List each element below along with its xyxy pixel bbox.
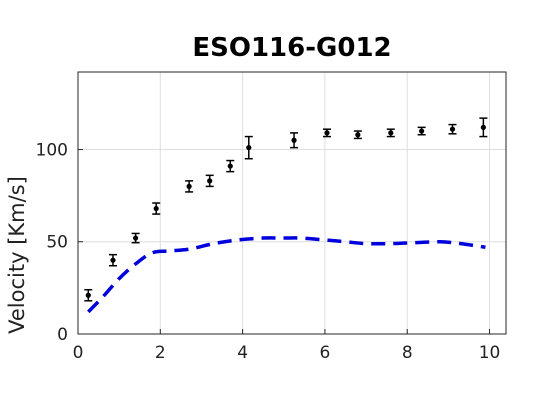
data-point — [448, 123, 457, 135]
data-marker — [291, 137, 297, 143]
data-marker — [85, 292, 91, 298]
y-axis-label: Velocity [Km/s] — [5, 176, 29, 334]
data-marker — [153, 205, 159, 212]
x-tick-label: 8 — [402, 343, 413, 363]
plot-area-frame — [77, 71, 507, 335]
x-tick-label: 6 — [320, 343, 331, 363]
data-point — [152, 202, 161, 215]
observed-data — [84, 117, 488, 302]
model-curve-line — [87, 236, 486, 314]
grid-lines — [77, 72, 506, 335]
data-point — [108, 253, 117, 267]
chart-title: ESO116-G012 — [192, 33, 391, 63]
data-marker — [324, 130, 330, 136]
data-marker — [110, 257, 116, 263]
y-tick-label: 100 — [36, 140, 68, 160]
axis-ticks — [77, 148, 491, 335]
data-marker — [186, 183, 192, 189]
data-point — [417, 126, 426, 136]
data-point — [353, 130, 362, 140]
data-marker — [449, 126, 456, 132]
data-marker — [419, 128, 425, 134]
data-point — [479, 117, 488, 138]
y-tick-label: 0 — [57, 325, 68, 345]
data-point — [131, 232, 140, 244]
x-tick-label: 0 — [73, 343, 84, 363]
x-tick-labels: 0 2 4 6 8 10 — [73, 343, 501, 363]
x-tick-label: 2 — [155, 343, 166, 363]
data-marker — [246, 145, 252, 151]
data-point — [205, 174, 214, 188]
data-marker — [388, 130, 394, 136]
data-marker — [227, 163, 233, 169]
data-marker — [480, 124, 486, 130]
y-tick-labels: 0 50 100 — [36, 140, 68, 345]
data-point — [226, 159, 235, 173]
data-marker — [207, 178, 213, 184]
data-point — [244, 135, 253, 160]
data-point — [322, 128, 331, 138]
model-curve — [87, 236, 486, 314]
data-point — [290, 132, 299, 149]
data-point — [386, 128, 395, 138]
data-marker — [355, 132, 361, 138]
x-tick-label: 10 — [479, 343, 501, 363]
data-point — [185, 180, 194, 193]
data-marker — [133, 235, 139, 241]
y-tick-label: 50 — [46, 233, 68, 253]
data-point — [84, 288, 93, 302]
x-tick-label: 4 — [237, 343, 248, 363]
